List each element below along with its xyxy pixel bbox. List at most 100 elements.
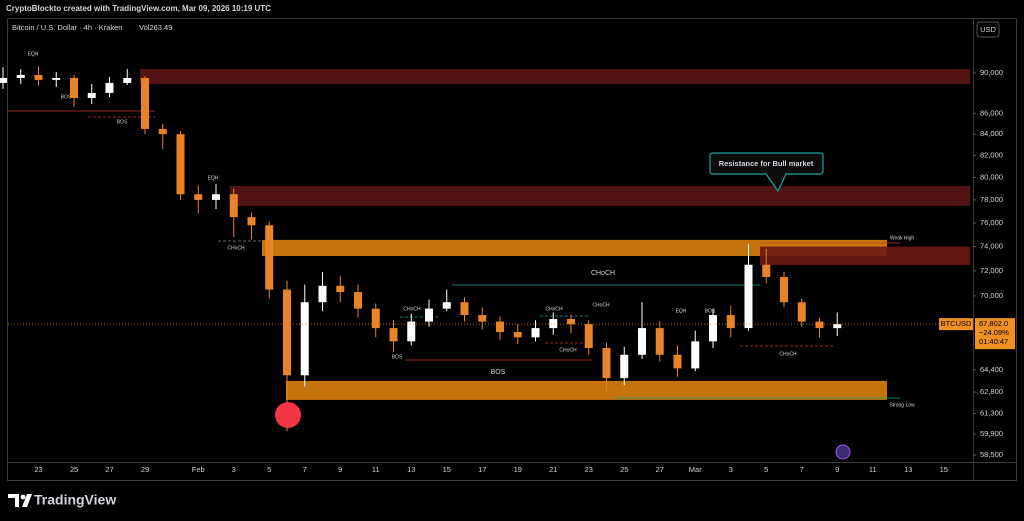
x-tick-label: 29 [141,465,149,474]
structure-lines: EQH BOS BOS EQH CHoCH CHoCH BOS CHoCH CHoCH CHoCH… [8,51,915,408]
price-tag [975,318,1015,350]
candle-body [620,354,629,379]
header: CryptoBlockto created with TradingView.c… [6,4,271,13]
zone [140,69,970,85]
annotation: EQH [676,308,687,314]
annotation: Strong Low [889,402,915,408]
candle-body [176,134,185,195]
x-tick-label: 3 [729,465,733,474]
candle-body [726,315,735,329]
candle-body [744,264,753,329]
y-tick-label: 74,000 [980,242,1003,251]
candle-body [531,328,540,338]
x-tick-label: 9 [835,465,839,474]
candle-body [318,285,327,303]
y-tick-label: 82,000 [980,151,1003,160]
y-tick-label: 59,900 [980,429,1003,438]
zone [286,380,887,400]
logo-shape [20,494,26,500]
y-tick-label: 70,000 [980,291,1003,300]
candle-body [158,128,167,135]
annotation: BOS [117,119,128,125]
candle-body [762,264,771,278]
price-tag-value: 67,802.0 [979,319,1008,328]
candle-body [265,225,274,290]
x-tick-label: 11 [372,465,380,474]
candle-body [283,289,291,376]
logo-text: TradingView [34,492,116,508]
candle-body [354,292,362,309]
candle-body [247,217,256,226]
candle-body [425,308,433,322]
logo-shape [8,494,19,507]
y-tick-label: 61,300 [980,409,1003,418]
price-tag-change: −24.09% [979,328,1009,337]
annotation: CHoCH [591,270,615,277]
x-tick-label: 11 [869,465,877,474]
y-tick-label: 64,400 [980,365,1003,374]
zone [262,239,887,256]
annotation: CHoCH [592,302,610,308]
y-tick-label: 80,000 [980,172,1003,181]
currency-button[interactable] [976,21,1000,38]
x-tick-label: 15 [940,465,948,474]
x-tick-label: 13 [904,465,912,474]
x-tick-label: 5 [764,465,768,474]
chart-frame [7,18,1017,481]
x-tick-label: 21 [549,465,557,474]
candle-body [194,194,203,200]
candle-body [691,341,700,369]
x-tick-label: 23 [34,465,42,474]
x-tick-label: 27 [656,465,664,474]
annotation: BOS [392,354,403,360]
callout-text: Resistance for Bull market [719,159,814,168]
annotation: CHoCH [779,351,797,357]
candle-body [389,328,398,342]
candle-body [123,77,132,83]
candle-body [567,318,575,325]
candle-body [673,354,682,369]
candle-body [16,74,25,78]
volume: Vol263.49 [139,23,172,32]
replay-icon[interactable] [835,444,851,460]
x-tick-label: Mar [689,465,702,474]
x-tick-label: 25 [620,465,628,474]
candle-body [549,318,558,329]
y-tick-label: 84,000 [980,129,1003,138]
candle-body [460,302,469,316]
candle-body [513,332,522,338]
logo-mark [8,494,32,507]
x-tick-label: 23 [585,465,593,474]
y-tick-label: 78,000 [980,195,1003,204]
x-tick-label: 13 [407,465,415,474]
candle-body [709,315,717,342]
y-tick-label: 90,000 [980,68,1003,77]
candle-body [496,321,504,333]
zone [230,185,970,206]
annotation: EQH [208,175,219,181]
candle-body [52,77,61,80]
candle-body [87,92,96,98]
candle-body [371,308,380,329]
callout: Resistance for Bull market [709,152,824,193]
x-tick-label: 5 [267,465,271,474]
currency[interactable]: USD [980,25,996,34]
annotation: EQH [28,51,39,57]
x-tick-label: 19 [514,465,522,474]
candle-body [602,348,611,379]
x-tick-label: Feb [192,465,205,474]
x-tick-label: 7 [303,465,307,474]
annotation: BOS [705,308,716,314]
candle-body [584,324,593,349]
candle-body [478,315,487,322]
symbol-tag-text: BTCUSD [941,319,972,328]
y-tick-label: 86,000 [980,108,1003,117]
y-tick-label: 62,800 [980,387,1003,396]
candle-body [141,77,149,129]
marker-dot [275,402,301,428]
annotation: CHoCH [559,347,577,353]
annotation: CHoCH [227,245,245,251]
x-tick-label: 27 [105,465,113,474]
x-tick-label: 17 [478,465,486,474]
